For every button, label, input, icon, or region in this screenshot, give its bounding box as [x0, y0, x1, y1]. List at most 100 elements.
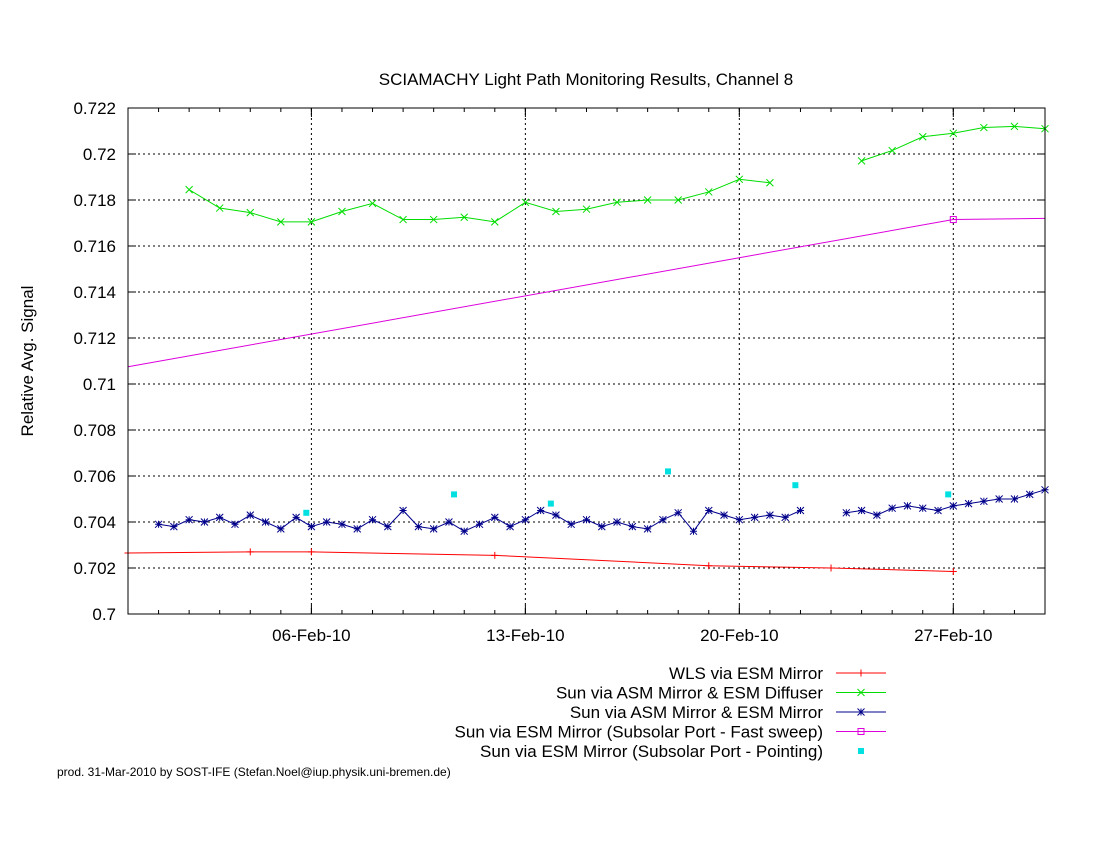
series-line	[188, 178, 770, 223]
data-point	[980, 497, 988, 506]
data-point	[705, 562, 713, 570]
series-1	[124, 548, 957, 575]
data-point	[704, 506, 713, 515]
data-point	[307, 217, 316, 226]
y-tick-label: 0.714	[73, 283, 116, 302]
y-tick-label: 0.7	[92, 605, 116, 624]
legend-label: Sun via ESM Mirror (Subsolar Port - Poin…	[480, 742, 823, 761]
data-point	[338, 207, 346, 216]
legend-label: Sun via ASM Mirror & ESM Diffuser	[556, 684, 823, 703]
chart-title: SCIAMACHY Light Path Monitoring Results,…	[379, 70, 794, 89]
data-point	[261, 518, 270, 526]
data-point	[491, 551, 499, 559]
data-point	[613, 518, 621, 526]
data-point	[383, 522, 392, 531]
data-point	[246, 511, 255, 519]
data-point	[292, 513, 300, 522]
legend-swatch-marker	[857, 669, 865, 677]
data-point	[169, 522, 178, 531]
legend-label: WLS via ESM Mirror	[669, 664, 823, 683]
y-axis-label: Relative Avg. Signal	[18, 286, 37, 437]
data-point	[643, 525, 652, 533]
series-5	[303, 468, 952, 516]
data-point	[949, 567, 957, 575]
data-point	[665, 468, 672, 475]
data-point	[792, 482, 799, 489]
series-4	[127, 216, 1046, 368]
data-point	[490, 513, 499, 522]
data-point	[368, 199, 377, 208]
data-point	[689, 527, 698, 536]
data-point	[1010, 495, 1019, 503]
y-tick-label: 0.708	[73, 421, 116, 440]
series-2	[185, 122, 1049, 226]
data-point	[582, 205, 591, 214]
data-point	[490, 217, 499, 226]
data-point	[735, 175, 744, 184]
data-point	[399, 506, 407, 515]
data-point	[1025, 490, 1034, 499]
axis-ticks: 0.7 0.702 0.704 0.706 0.708 0.71 0.712 0.714 0.7…	[73, 99, 1045, 645]
series-3	[154, 485, 1049, 536]
data-point	[567, 520, 576, 529]
data-point	[521, 198, 530, 207]
legend-label: Sun via ESM Mirror (Subsolar Port - Fast…	[455, 723, 823, 742]
data-point	[766, 511, 774, 519]
data-point	[338, 520, 346, 529]
data-point	[215, 513, 224, 522]
data-point	[582, 515, 591, 524]
data-point	[613, 198, 621, 207]
data-point	[185, 515, 193, 524]
y-tick-label: 0.706	[73, 467, 116, 486]
data-point	[368, 515, 377, 524]
data-point	[399, 215, 407, 224]
data-point	[460, 213, 469, 222]
data-point	[628, 522, 637, 531]
data-point	[842, 508, 851, 517]
x-tick-label: 20-Feb-10	[700, 626, 778, 645]
data-point	[980, 123, 988, 132]
data-point	[796, 506, 805, 515]
data-point	[659, 515, 667, 524]
legend-label: Sun via ASM Mirror & ESM Mirror	[570, 703, 823, 722]
data-point	[857, 157, 866, 165]
data-point	[888, 146, 897, 155]
data-point	[873, 511, 881, 519]
data-point	[451, 491, 458, 498]
y-tick-label: 0.712	[73, 329, 116, 348]
data-point	[945, 491, 952, 498]
legend-swatch-marker	[857, 708, 865, 716]
data-point	[429, 215, 438, 224]
data-point	[995, 495, 1004, 503]
legend-swatch-marker	[858, 748, 864, 754]
series-line	[127, 217, 1046, 368]
data-point	[536, 506, 545, 515]
y-tick-label: 0.704	[73, 513, 116, 532]
data-point	[674, 196, 683, 204]
data-point	[154, 520, 163, 529]
data-point	[964, 499, 973, 508]
data-point	[353, 525, 362, 533]
y-tick-label: 0.718	[73, 191, 116, 210]
x-tick-label: 13-Feb-10	[486, 626, 564, 645]
data-point	[766, 178, 774, 187]
data-point	[547, 500, 554, 507]
data-point	[246, 208, 255, 217]
data-point	[445, 518, 453, 526]
x-tick-label: 27-Feb-10	[914, 626, 992, 645]
plot-frame	[127, 107, 1046, 615]
data-point	[857, 506, 866, 515]
series-line	[127, 551, 954, 572]
data-point	[322, 518, 331, 526]
data-point	[307, 522, 316, 531]
data-point	[750, 513, 759, 522]
data-point	[246, 548, 254, 556]
data-point	[307, 548, 315, 556]
data-point	[827, 564, 835, 572]
data-point	[276, 217, 285, 226]
data-point	[231, 520, 239, 529]
y-tick-label: 0.716	[73, 237, 116, 256]
data-point	[918, 132, 927, 141]
grid-lines	[128, 108, 1045, 614]
